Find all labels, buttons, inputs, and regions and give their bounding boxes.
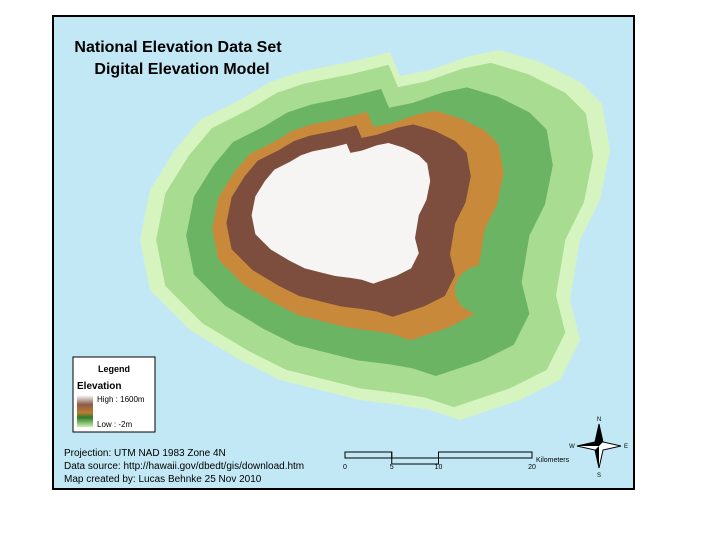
compass-n: N	[597, 417, 601, 423]
scale-label: 5	[390, 464, 394, 471]
compass-w: W	[569, 444, 575, 450]
legend-title: Legend	[98, 364, 130, 374]
island	[140, 50, 610, 420]
note: Data source: http://hawaii.gov/dbedt/gis…	[64, 461, 304, 472]
legend-swatch	[77, 395, 93, 427]
compass-shade	[577, 424, 603, 468]
note: Map created by: Lucas Behnke 25 Nov 2010	[64, 474, 262, 485]
compass-s: S	[597, 473, 601, 479]
legend-high: High : 1600m	[97, 395, 145, 404]
map-title: National Elevation Data Set	[74, 39, 282, 56]
terrain-peak	[251, 143, 431, 284]
terrain-green	[455, 265, 515, 315]
scale-unit: Kilometers	[536, 457, 570, 464]
legend-low: Low : -2m	[97, 420, 132, 429]
scale-label: 10	[435, 464, 443, 471]
note: Projection: UTM NAD 1983 Zone 4N	[64, 448, 226, 459]
legend-heading: Elevation	[77, 381, 121, 392]
compass-e: E	[624, 444, 628, 450]
north-arrow: N S E W	[569, 417, 628, 479]
scale-label: 20	[528, 464, 536, 471]
map-title: Digital Elevation Model	[94, 61, 269, 78]
legend: Legend Elevation High : 1600m Low : -2m	[72, 356, 156, 433]
scale-label: 0	[343, 464, 347, 471]
scale-segment	[391, 457, 439, 465]
